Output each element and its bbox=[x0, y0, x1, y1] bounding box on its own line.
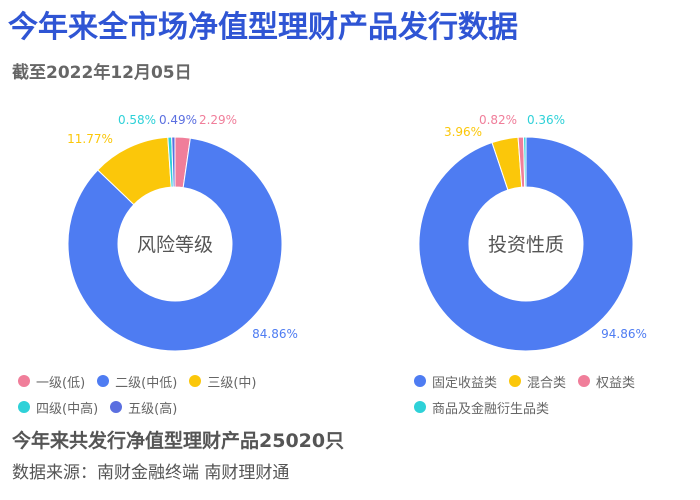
slice-label-0-2: 11.77% bbox=[67, 132, 113, 146]
legend-marker bbox=[110, 401, 123, 413]
slice-label-1-2: 0.82% bbox=[479, 113, 517, 127]
legend-label: 固定收益类 bbox=[432, 375, 498, 391]
legend-label: 一级(低) bbox=[36, 375, 86, 391]
slice-1-3 bbox=[523, 136, 527, 188]
investment-type-legend: 固定收益类 混合类 权益类商品及金融衍生品类 bbox=[414, 371, 684, 417]
legend-item[interactable]: 二级(中低) bbox=[97, 371, 177, 391]
legend-marker bbox=[189, 375, 202, 387]
risk-level-legend: 一级(低) 二级(中低) 三级(中) 四级(中高) 五级(高) bbox=[18, 371, 348, 417]
slice-label-0-3: 0.58% bbox=[118, 113, 156, 127]
legend-item[interactable]: 三级(中) bbox=[189, 371, 256, 391]
legend-marker bbox=[18, 375, 30, 387]
legend-marker bbox=[509, 375, 522, 387]
legend-item[interactable]: 五级(高) bbox=[110, 397, 177, 417]
data-source: 数据来源：南财金融终端 南财理财通 bbox=[12, 463, 290, 483]
slice-label-1-0: 94.86% bbox=[601, 327, 647, 341]
legend-marker bbox=[414, 375, 426, 387]
summary-text: 今年来共发行净值型理财产品25020只 bbox=[12, 430, 345, 452]
legend-label: 二级(中低) bbox=[115, 375, 178, 391]
legend-marker bbox=[414, 401, 426, 413]
legend-item[interactable]: 一级(低) bbox=[18, 371, 85, 391]
legend-marker bbox=[18, 401, 30, 413]
legend-item[interactable]: 商品及金融衍生品类 bbox=[414, 397, 549, 417]
legend-item[interactable]: 固定收益类 bbox=[414, 371, 497, 391]
legend-label: 混合类 bbox=[527, 375, 567, 391]
donut-center-title-0: 风险等级 bbox=[137, 234, 213, 256]
legend-marker bbox=[578, 375, 591, 387]
slice-label-1-3: 0.36% bbox=[527, 113, 565, 127]
legend-marker bbox=[97, 375, 110, 387]
slice-0-1 bbox=[67, 137, 283, 352]
legend-item[interactable]: 权益类 bbox=[578, 371, 635, 391]
legend-label: 五级(高) bbox=[128, 401, 178, 417]
slice-1-0 bbox=[418, 136, 634, 352]
legend-label: 商品及金融衍生品类 bbox=[432, 401, 550, 417]
page-subtitle: 截至2022年12月05日 bbox=[12, 63, 192, 83]
legend-label: 权益类 bbox=[596, 375, 636, 391]
donut-center-title-1: 投资性质 bbox=[488, 234, 564, 256]
legend-label: 三级(中) bbox=[207, 375, 257, 391]
slice-label-0-1: 84.86% bbox=[252, 327, 298, 341]
slice-label-0-4: 0.49% bbox=[159, 113, 197, 127]
slice-label-0-0: 2.29% bbox=[199, 113, 237, 127]
slice-label-1-1: 3.96% bbox=[444, 125, 482, 139]
slice-0-4 bbox=[171, 136, 176, 188]
page-title: 今年来全市场净值型理财产品发行数据 bbox=[8, 10, 518, 45]
legend-label: 四级(中高) bbox=[36, 401, 99, 417]
legend-item[interactable]: 混合类 bbox=[509, 371, 566, 391]
legend-item[interactable]: 四级(中高) bbox=[18, 397, 98, 417]
